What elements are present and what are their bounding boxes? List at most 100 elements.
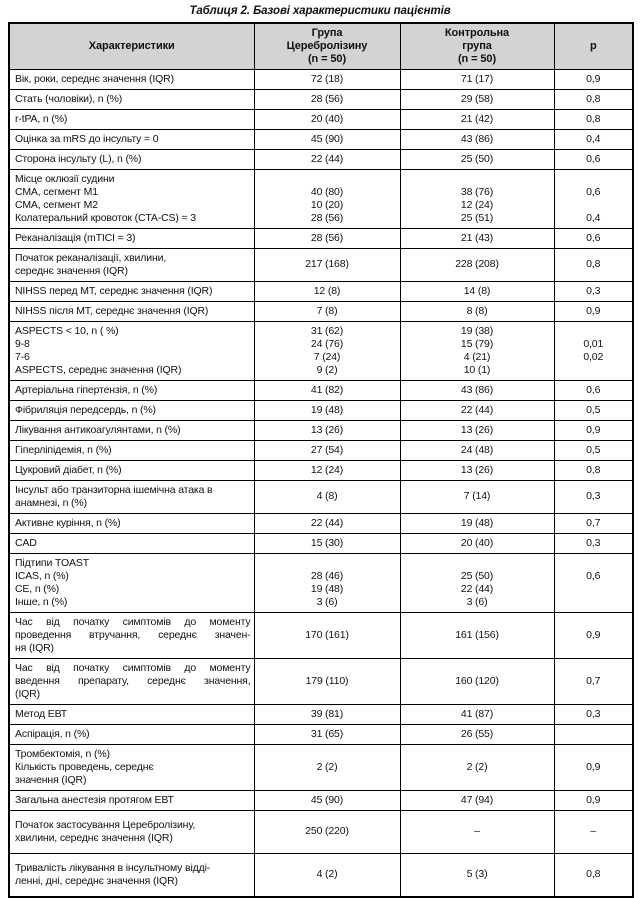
cell-line: 24 (76) bbox=[310, 337, 344, 350]
cell-line: ня (IQR) bbox=[15, 641, 54, 654]
cell-line: (IQR) bbox=[15, 687, 40, 700]
characteristic-cell: Аспірація, n (%) bbox=[8, 723, 255, 745]
p-value-cell: 0,3 bbox=[553, 532, 634, 554]
table-row: Місце оклюзії судини СМА, сегмент М1 СМА, … bbox=[8, 168, 634, 229]
p-value-cell: 0,8 bbox=[553, 88, 634, 110]
control-value-cell: 25 (50) 22 (44) 3 (6) bbox=[399, 552, 555, 613]
table-row: Оцінка за mRS до інсульту = 0 45 (90) 43 (… bbox=[8, 128, 634, 150]
cerebrolysin-value-cell: 45 (90) bbox=[253, 128, 401, 150]
p-value-cell: – bbox=[553, 809, 634, 854]
cell-line: 9 (2) bbox=[316, 363, 338, 376]
cell-line: 0,4 bbox=[586, 211, 601, 224]
cerebrolysin-value-cell: 12 (24) bbox=[253, 459, 401, 481]
control-value-cell: 5 (3) bbox=[399, 852, 555, 897]
column-header-p: p bbox=[553, 22, 634, 70]
characteristic-cell: Фібриляція передсердь, n (%) bbox=[8, 399, 255, 421]
characteristic-cell: Гіперліпідемія, n (%) bbox=[8, 439, 255, 461]
cell-line: 19 (48) bbox=[310, 582, 344, 595]
table-row: Вік, роки, середнє значення (IQR) 72 (18)… bbox=[8, 68, 634, 90]
p-value-cell: 0,9 bbox=[553, 789, 634, 811]
cell-line: СМА, сегмент М1 bbox=[15, 185, 98, 198]
cerebrolysin-value-cell: 45 (90) bbox=[253, 789, 401, 811]
control-value-cell: 228 (208) bbox=[399, 247, 555, 282]
cell-line: Колатеральний кровоток (CTA-CS) = 3 bbox=[15, 211, 196, 224]
cell-line: Тромбектомія, n (%) bbox=[15, 747, 110, 760]
cerebrolysin-value-cell: 39 (81) bbox=[253, 703, 401, 725]
cell-line bbox=[559, 583, 629, 596]
cerebrolysin-value-cell: 250 (220) bbox=[253, 809, 401, 854]
control-value-cell: 29 (58) bbox=[399, 88, 555, 110]
cell-line: Час від початку симптомів до моменту bbox=[15, 661, 251, 674]
characteristic-cell: NIHSS перед МТ, середнє значення (IQR) bbox=[8, 280, 255, 302]
cell-line: 38 (76) bbox=[460, 185, 494, 198]
cell-line: ASPECTS, середнє значення (IQR) bbox=[15, 363, 182, 376]
cell-line: Підтипи TOAST bbox=[15, 556, 90, 569]
cell-line: Місце оклюзії судини bbox=[15, 172, 115, 185]
control-value-cell: 20 (40) bbox=[399, 532, 555, 554]
cell-line: 25 (50) bbox=[460, 569, 494, 582]
cell-line: ленні, дні, середнє значення (IQR) bbox=[15, 874, 178, 887]
table-row: Метод ЕВТ 39 (81) 41 (87) 0,3 bbox=[8, 703, 634, 725]
table-row: Початок реканалізації, хвилини, середнє з… bbox=[8, 247, 634, 282]
characteristic-cell: Початок застосування Церебролізину, хвили… bbox=[8, 809, 255, 854]
p-value-cell: 0,6 bbox=[553, 227, 634, 249]
control-value-cell: 21 (42) bbox=[399, 108, 555, 130]
cerebrolysin-value-cell: 4 (8) bbox=[253, 479, 401, 514]
control-value-cell: 22 (44) bbox=[399, 399, 555, 421]
cell-line: Початок застосування Церебролізину, bbox=[15, 818, 196, 831]
table-row: Початок застосування Церебролізину, хвили… bbox=[8, 809, 634, 854]
cerebrolysin-value-cell: 170 (161) bbox=[253, 611, 401, 659]
cell-line: Інсульт або транзиторна ішемічна атака в bbox=[15, 483, 213, 496]
cell-line bbox=[559, 364, 629, 377]
cell-line bbox=[559, 325, 629, 338]
cell-line: 19 (38) bbox=[460, 324, 494, 337]
cerebrolysin-value-cell: 41 (82) bbox=[253, 379, 401, 401]
cell-line: хвилини, середнє значення (IQR) bbox=[15, 831, 173, 844]
table-row: Тривалість лікування в інсультному відді… bbox=[8, 852, 634, 897]
cell-line: середнє значення (IQR) bbox=[15, 264, 128, 277]
cell-line: 25 (51) bbox=[460, 211, 494, 224]
cell-line: Початок реканалізації, хвилини, bbox=[15, 251, 167, 264]
table-row: Тромбектомія, n (%) Кількість проведень, … bbox=[8, 743, 634, 791]
cell-line bbox=[559, 173, 629, 186]
cell-line: 40 (80) bbox=[310, 185, 344, 198]
cerebrolysin-value-cell: 4 (2) bbox=[253, 852, 401, 897]
cell-line: CE, n (%) bbox=[15, 582, 60, 595]
cell-line: Характеристики bbox=[88, 39, 175, 52]
p-value-cell: 0,4 bbox=[553, 128, 634, 150]
cell-line bbox=[259, 173, 396, 186]
p-value-cell: 0,9 bbox=[553, 743, 634, 791]
control-value-cell: 25 (50) bbox=[399, 148, 555, 170]
p-value-cell: 0,3 bbox=[553, 479, 634, 514]
cerebrolysin-value-cell: 19 (48) bbox=[253, 399, 401, 421]
characteristic-cell: ASPECTS < 10, n ( %) 9-8 7-6 ASPECTS, серед… bbox=[8, 320, 255, 381]
p-value-cell: 0,9 bbox=[553, 68, 634, 90]
table-row: Інсульт або транзиторна ішемічна атака в… bbox=[8, 479, 634, 514]
characteristic-cell: Реканалізація (mTICI = 3) bbox=[8, 227, 255, 249]
cell-line: Церебролізину bbox=[286, 39, 368, 52]
cell-line: проведення втручання, середнє значен- bbox=[15, 628, 251, 641]
table-title: Таблиця 2. Базові характеристики пацієнт… bbox=[189, 5, 451, 17]
cell-line: Інше, n (%) bbox=[15, 595, 68, 608]
p-value-cell: 0,6 0,4 bbox=[553, 168, 634, 229]
cell-line bbox=[405, 173, 550, 186]
table-row: Гіперліпідемія, n (%) 27 (54) 24 (48) 0,5 bbox=[8, 439, 634, 461]
control-value-cell: – bbox=[399, 809, 555, 854]
characteristic-cell: Початок реканалізації, хвилини, середнє з… bbox=[8, 247, 255, 282]
cerebrolysin-value-cell: 12 (8) bbox=[253, 280, 401, 302]
cerebrolysin-value-cell: 179 (110) bbox=[253, 657, 401, 705]
cerebrolysin-value-cell: 2 (2) bbox=[253, 743, 401, 791]
cell-line: 4 (21) bbox=[463, 350, 491, 363]
characteristic-cell: Активне куріння, n (%) bbox=[8, 512, 255, 534]
cell-line bbox=[559, 557, 629, 570]
cell-line: Контрольна bbox=[444, 26, 510, 39]
control-value-cell: 24 (48) bbox=[399, 439, 555, 461]
cerebrolysin-value-cell: 22 (44) bbox=[253, 512, 401, 534]
control-value-cell: 19 (48) bbox=[399, 512, 555, 534]
characteristic-cell: Підтипи TOAST ICAS, n (%) CE, n (%) Інше, n… bbox=[8, 552, 255, 613]
characteristics-table: Характеристики Група Церебролізину (n = 50… bbox=[8, 22, 634, 898]
table-row: Активне куріння, n (%) 22 (44) 19 (48) 0,7 bbox=[8, 512, 634, 534]
table-body: Вік, роки, середнє значення (IQR) 72 (18)… bbox=[8, 68, 634, 897]
cell-line bbox=[259, 557, 396, 570]
p-value-cell: 0,9 bbox=[553, 419, 634, 441]
